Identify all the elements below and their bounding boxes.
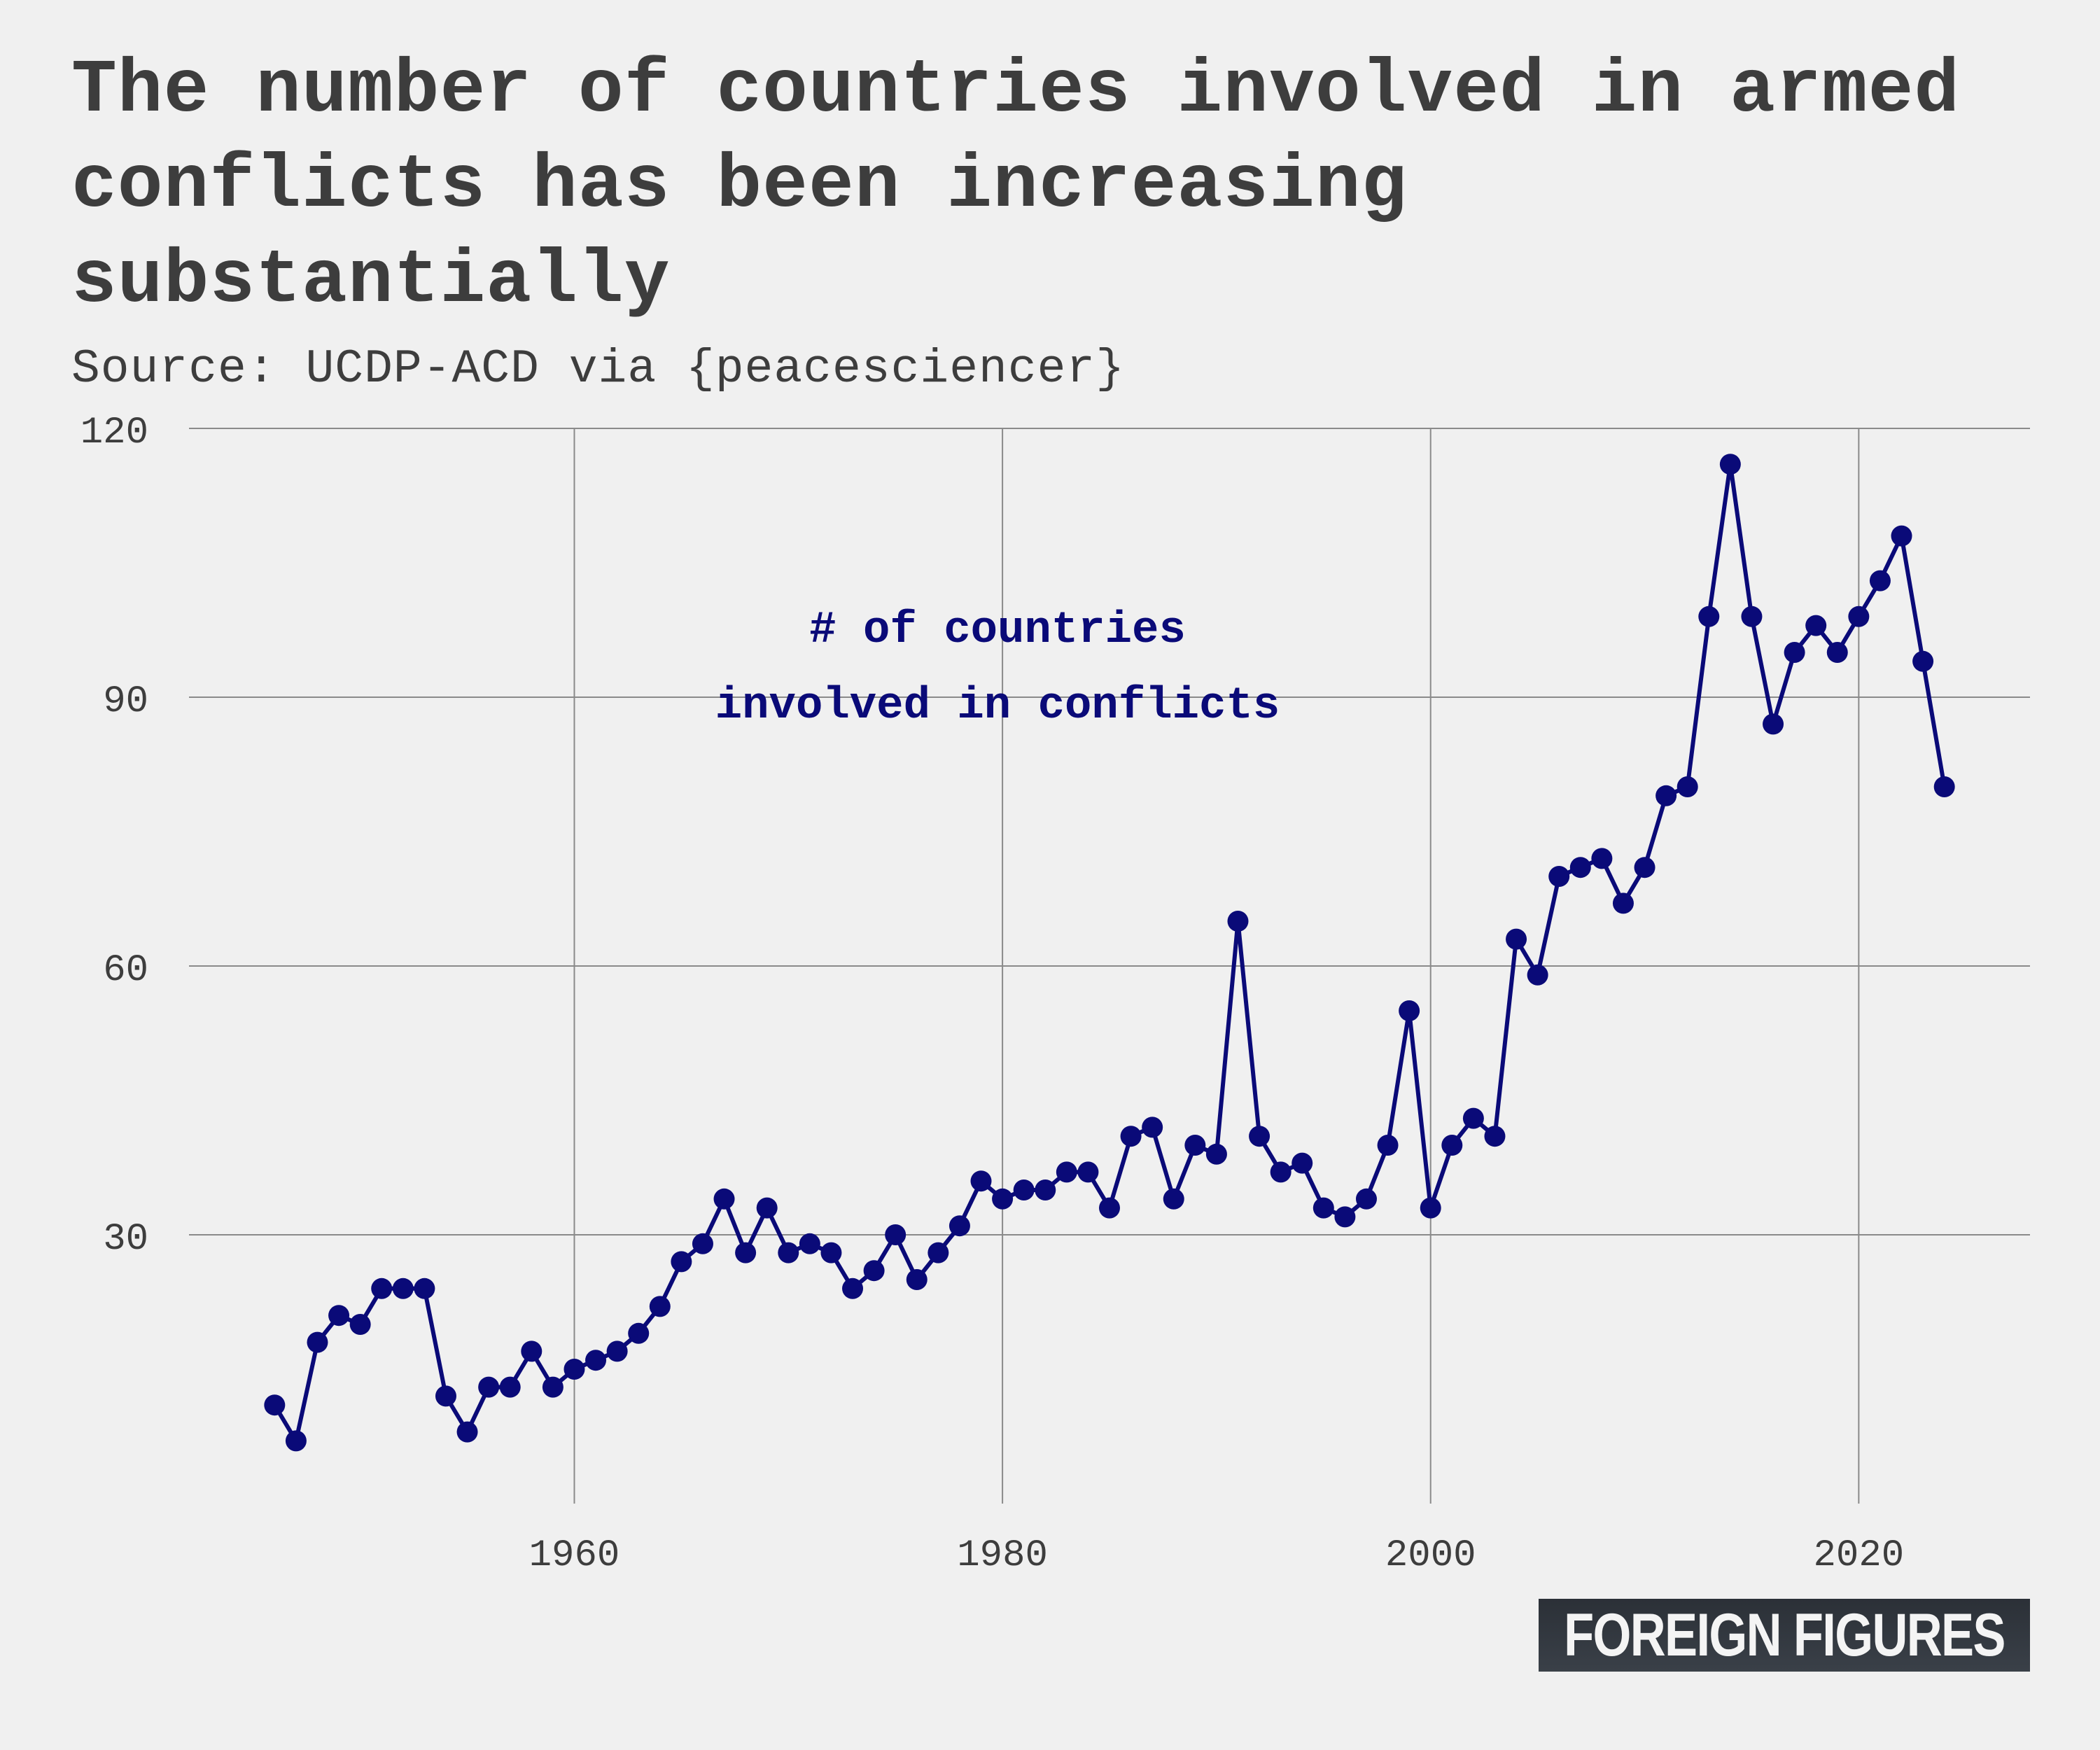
data-point <box>1656 785 1677 806</box>
data-point <box>1035 1180 1056 1200</box>
data-point <box>264 1394 286 1416</box>
data-point <box>1612 892 1634 914</box>
data-point <box>1805 615 1827 636</box>
data-point <box>1548 866 1570 887</box>
x-axis-tick-labels: 1960 1980 2000 2020 <box>529 1534 1905 1577</box>
data-point <box>1848 606 1870 627</box>
data-point <box>1484 1126 1506 1147</box>
chart-title: The number of countries involved in arme… <box>71 48 1961 324</box>
data-point <box>1441 1135 1463 1156</box>
data-point <box>1013 1180 1035 1200</box>
data-point <box>906 1269 927 1290</box>
data-point <box>778 1242 799 1264</box>
annotation-line-1: # of countries <box>809 606 1186 656</box>
chart-subtitle: Source: UCDP-ACD via {peacesciencer} <box>71 342 1126 396</box>
x-tick-label: 2000 <box>1385 1534 1476 1577</box>
annotation-line-2: involved in conflicts <box>715 681 1280 732</box>
data-point <box>307 1331 328 1353</box>
data-point <box>1270 1161 1292 1183</box>
data-point <box>478 1376 500 1398</box>
data-point <box>735 1242 757 1264</box>
data-point <box>1056 1161 1077 1183</box>
data-point <box>1506 928 1527 950</box>
data-point <box>1205 1143 1227 1165</box>
data-point <box>649 1296 671 1317</box>
brand-logo: FOREIGN FIGURES <box>1539 1599 2030 1672</box>
data-point <box>692 1233 713 1254</box>
data-point <box>1077 1161 1099 1183</box>
data-point <box>521 1340 542 1362</box>
data-point <box>1784 642 1805 663</box>
data-point <box>1420 1197 1441 1219</box>
data-point <box>1634 857 1656 878</box>
data-point <box>1227 911 1249 932</box>
data-point <box>1292 1152 1313 1174</box>
data-point <box>1462 1107 1484 1129</box>
data-point <box>1826 642 1848 663</box>
data-point <box>456 1421 478 1443</box>
data-point <box>992 1188 1014 1210</box>
data-point <box>1163 1188 1184 1210</box>
data-point <box>756 1197 778 1219</box>
data-point <box>1312 1197 1334 1219</box>
data-point <box>285 1430 307 1452</box>
data-point <box>328 1305 350 1326</box>
y-tick-label: 30 <box>103 1218 148 1261</box>
data-point <box>842 1278 864 1299</box>
data-point <box>1891 525 1912 547</box>
data-point <box>1142 1116 1163 1138</box>
y-axis-tick-labels: 30 60 90 120 <box>80 412 148 1261</box>
data-point <box>1569 857 1591 878</box>
y-tick-label: 60 <box>103 949 148 992</box>
data-point <box>392 1278 414 1299</box>
data-point <box>885 1224 906 1245</box>
x-tick-label: 2020 <box>1814 1534 1905 1577</box>
data-point <box>1377 1135 1399 1156</box>
data-point <box>970 1170 992 1192</box>
data-point <box>349 1314 371 1335</box>
series-countries-involved <box>264 454 1955 1452</box>
data-point <box>1184 1135 1206 1156</box>
data-point <box>1099 1197 1120 1219</box>
data-point <box>606 1340 628 1362</box>
data-point <box>948 1215 970 1237</box>
data-point <box>628 1322 650 1344</box>
grid-lines <box>189 428 2030 1504</box>
data-point <box>499 1376 521 1398</box>
data-point <box>542 1376 564 1398</box>
data-point <box>1249 1126 1270 1147</box>
data-point <box>671 1251 692 1273</box>
data-point <box>564 1359 585 1380</box>
y-tick-label: 90 <box>103 680 148 723</box>
data-point <box>1527 964 1548 986</box>
y-tick-label: 120 <box>80 412 148 454</box>
data-point <box>1741 606 1763 627</box>
data-point <box>713 1188 735 1210</box>
x-tick-label: 1980 <box>957 1534 1048 1577</box>
data-point <box>1933 776 1955 797</box>
data-point <box>799 1233 820 1254</box>
x-tick-label: 1960 <box>529 1534 620 1577</box>
data-point <box>1120 1126 1142 1147</box>
data-point <box>435 1385 456 1407</box>
data-point <box>414 1278 435 1299</box>
data-point <box>820 1242 842 1264</box>
data-point <box>1399 1000 1420 1021</box>
data-point <box>1355 1188 1377 1210</box>
data-point <box>371 1278 393 1299</box>
data-point <box>1869 570 1891 592</box>
data-point <box>1912 650 1934 672</box>
data-point <box>1591 848 1613 869</box>
data-point <box>863 1260 885 1282</box>
data-point <box>1676 776 1698 797</box>
data-point <box>1763 713 1784 735</box>
data-point <box>585 1350 607 1371</box>
data-point <box>927 1242 949 1264</box>
data-point <box>1719 454 1741 475</box>
data-point <box>1698 606 1720 627</box>
brand-logo-text: FOREIGN FIGURES <box>1564 1601 2005 1669</box>
data-point <box>1334 1206 1356 1228</box>
